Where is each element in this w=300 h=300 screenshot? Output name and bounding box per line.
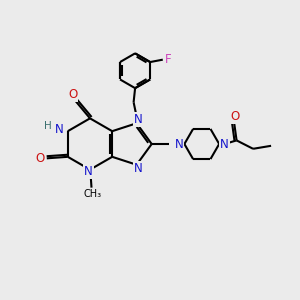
- Text: N: N: [134, 162, 142, 175]
- Text: N: N: [134, 113, 142, 126]
- Text: N: N: [175, 137, 183, 151]
- Text: O: O: [68, 88, 77, 101]
- Text: H: H: [44, 121, 52, 131]
- Text: N: N: [220, 137, 229, 151]
- Text: N: N: [55, 123, 64, 136]
- Text: O: O: [36, 152, 45, 165]
- Text: N: N: [84, 165, 93, 178]
- Text: O: O: [230, 110, 239, 124]
- Text: CH₃: CH₃: [83, 189, 101, 199]
- Text: F: F: [165, 53, 172, 66]
